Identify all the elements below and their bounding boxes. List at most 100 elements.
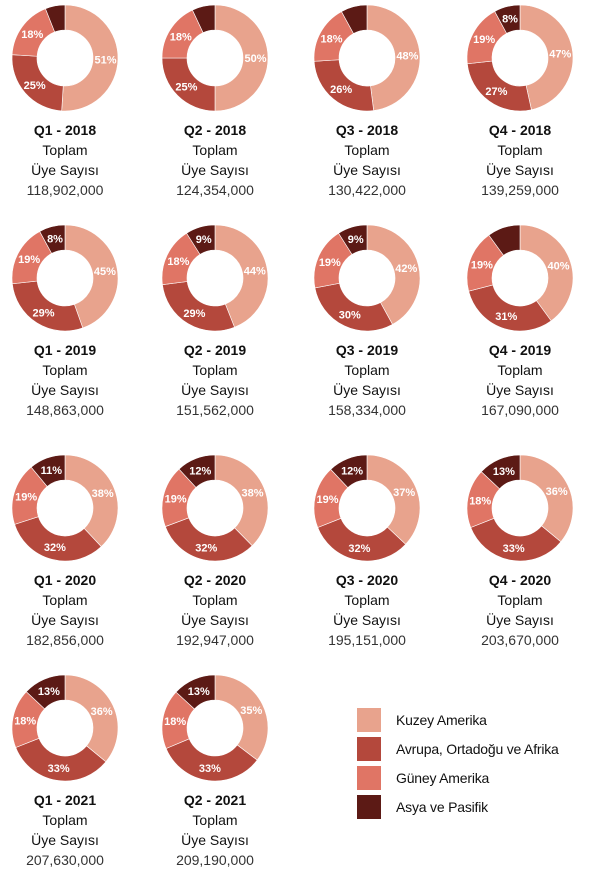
- slice-data-label: 32%: [195, 543, 217, 555]
- donut-slice: [488, 224, 521, 256]
- donut-slice: [64, 224, 119, 329]
- donut-slice: [11, 280, 84, 332]
- caption-line-2: Üye Sayısı: [31, 382, 99, 398]
- member-total: 151,562,000: [176, 402, 254, 418]
- caption-line-1: Toplam: [497, 142, 543, 158]
- slice-data-label: 36%: [91, 706, 113, 718]
- donut-chart: 45% 29% 19% 8%: [11, 224, 119, 332]
- quarter-caption: Q4 - 2019 Toplam Üye Sayısı 167,090,000: [445, 340, 595, 420]
- quarter-title: Q2 - 2018: [183, 122, 247, 138]
- quarter-title: Q1 - 2021: [33, 792, 97, 808]
- quarter-chart: 47% 27% 19% 8% Q4 - 2018 Toplam Üye Sayısı 139,…: [445, 2, 595, 200]
- slice-data-label: 42%: [395, 263, 417, 275]
- caption-line-1: Toplam: [344, 142, 390, 158]
- slice-data-label: 18%: [170, 31, 192, 43]
- member-total: 203,670,000: [481, 632, 559, 648]
- quarter-title: Q2 - 2019: [183, 342, 247, 358]
- legend-item-north-america: Kuzey Amerika: [357, 708, 593, 737]
- quarter-title: Q4 - 2018: [488, 122, 552, 138]
- quarter-caption: Q4 - 2018 Toplam Üye Sayısı 139,259,000: [445, 120, 595, 200]
- slice-data-label: 12%: [341, 465, 363, 477]
- slice-data-label: 51%: [94, 54, 116, 66]
- quarter-title: Q1 - 2019: [33, 342, 97, 358]
- legend-item-asia-pacific: Asya ve Pasifik: [357, 795, 593, 824]
- donut-slice: [214, 674, 269, 761]
- slice-data-label: 32%: [44, 542, 66, 554]
- donut-slice: [519, 4, 574, 111]
- quarter-title: Q1 - 2018: [33, 122, 97, 138]
- caption-line-1: Toplam: [344, 362, 390, 378]
- member-total: 130,422,000: [328, 182, 406, 198]
- caption-line-2: Üye Sayısı: [31, 162, 99, 178]
- quarter-title: Q4 - 2019: [488, 342, 552, 358]
- donut-slice: [64, 674, 119, 763]
- slice-data-label: 48%: [396, 50, 418, 62]
- donut-slice: [25, 674, 66, 710]
- quarter-chart: 51% 25% 18% Q1 - 2018 Toplam Üye Sayısı 118,90…: [0, 2, 140, 200]
- slice-data-label: 18%: [469, 495, 491, 507]
- donut-slice: [314, 282, 393, 332]
- slice-data-label: 9%: [196, 234, 212, 246]
- donut-slice: [468, 284, 552, 332]
- donut-slice: [178, 454, 216, 488]
- member-total: 139,259,000: [481, 182, 559, 198]
- donut-slice: [214, 4, 269, 112]
- donut-slice: [186, 224, 216, 255]
- caption-line-2: Üye Sayısı: [486, 382, 554, 398]
- quarter-caption: Q1 - 2021 Toplam Üye Sayısı 207,630,000: [0, 790, 140, 870]
- donut-slice: [330, 454, 368, 489]
- quarter-caption: Q2 - 2021 Toplam Üye Sayısı 209,190,000: [140, 790, 290, 870]
- caption-line-2: Üye Sayısı: [181, 382, 249, 398]
- member-total: 192,947,000: [176, 632, 254, 648]
- member-total: 148,863,000: [26, 402, 104, 418]
- slice-data-label: 25%: [175, 82, 197, 94]
- legend-label: Güney Amerika: [396, 770, 490, 786]
- quarter-chart: 42% 30% 19% 9% Q3 - 2019 Toplam Üye Sayısı 158,…: [292, 222, 442, 420]
- slice-data-label: 38%: [92, 488, 114, 500]
- slice-data-label: 19%: [316, 494, 338, 506]
- caption-line-1: Toplam: [192, 142, 238, 158]
- donut-slice: [341, 4, 368, 34]
- slice-data-label: 45%: [94, 266, 116, 278]
- slice-data-label: 19%: [15, 492, 37, 504]
- slice-data-label: 13%: [493, 466, 515, 478]
- slice-data-label: 38%: [241, 488, 263, 500]
- caption-line-1: Toplam: [497, 362, 543, 378]
- donut-slice: [470, 517, 562, 562]
- quarter-chart: 45% 29% 19% 8% Q1 - 2019 Toplam Üye Sayısı 148,…: [0, 222, 140, 420]
- legend-item-latin-america: Güney Amerika: [357, 766, 593, 795]
- caption-line-1: Toplam: [42, 142, 88, 158]
- quarter-caption: Q4 - 2020 Toplam Üye Sayısı 203,670,000: [445, 570, 595, 650]
- donut-slice: [162, 281, 235, 332]
- member-total: 167,090,000: [481, 402, 559, 418]
- member-total: 182,856,000: [26, 632, 104, 648]
- donut-slice: [214, 454, 269, 547]
- legend-label: Asya ve Pasifik: [396, 799, 488, 815]
- member-total: 124,354,000: [176, 182, 254, 198]
- quarter-chart: 35% 33% 18% 13% Q2 - 2021 Toplam Üye Sayısı 209…: [140, 672, 290, 870]
- caption-line-2: Üye Sayısı: [181, 832, 249, 848]
- quarter-title: Q2 - 2020: [183, 572, 247, 588]
- caption-line-1: Toplam: [42, 592, 88, 608]
- member-total: 209,190,000: [176, 852, 254, 868]
- donut-chart: 51% 25% 18%: [11, 4, 119, 112]
- chart-legend: Kuzey Amerika Avrupa, Ortadoğu ve Afrika…: [357, 708, 593, 824]
- donut-slice: [366, 4, 421, 111]
- caption-line-2: Üye Sayısı: [486, 162, 554, 178]
- slice-data-label: 37%: [393, 487, 415, 499]
- quarter-chart: 38% 32% 19% 11% Q1 - 2020 Toplam Üye Sayısı 182…: [0, 452, 140, 650]
- slice-data-label: 30%: [339, 310, 361, 322]
- quarter-caption: Q1 - 2020 Toplam Üye Sayısı 182,856,000: [0, 570, 140, 650]
- donut-chart: 36% 33% 18% 13%: [466, 454, 574, 562]
- caption-line-1: Toplam: [192, 592, 238, 608]
- caption-line-1: Toplam: [192, 362, 238, 378]
- donut-slice: [14, 516, 102, 562]
- slice-data-label: 18%: [167, 256, 189, 268]
- donut-slice: [519, 454, 574, 543]
- slice-data-label: 27%: [485, 86, 507, 98]
- slice-data-label: 19%: [473, 34, 495, 46]
- donut-slice: [338, 224, 368, 255]
- donut-chart: 42% 30% 19% 9%: [313, 224, 421, 332]
- donut-chart: 38% 32% 19% 11%: [11, 454, 119, 562]
- slice-data-label: 50%: [244, 53, 266, 65]
